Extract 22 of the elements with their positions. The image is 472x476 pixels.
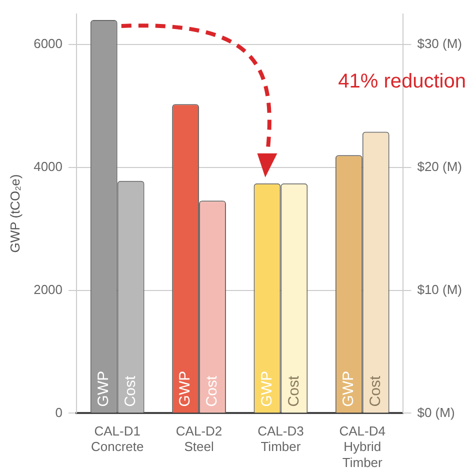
series-label: GWP xyxy=(95,370,112,407)
y-tick-label: 2000 xyxy=(34,282,63,297)
text: Cost xyxy=(366,376,384,407)
text: GWP xyxy=(340,370,358,407)
y2-tick-label: $0 (M) xyxy=(417,404,455,420)
y2-tick-label: $10 (M) xyxy=(417,282,462,297)
x-tick-label: CAL-D2 Steel xyxy=(176,424,222,454)
y2-tick-label: $20 (M) xyxy=(417,158,462,174)
text: Cost xyxy=(122,376,139,407)
y-tick-label: 4000 xyxy=(34,158,63,174)
x-tick-label: CAL-D3 Timber xyxy=(258,424,304,454)
text: GWP xyxy=(176,370,194,407)
x-tick-label: CAL-D1 Concrete xyxy=(90,424,144,454)
y-tick-label: 6000 xyxy=(34,36,63,52)
y-tick-label: 0 xyxy=(55,404,63,420)
annotation: 41% reduction xyxy=(338,70,466,93)
y2-tick-label: $30 (M) xyxy=(417,36,462,52)
text: GWP xyxy=(258,370,276,407)
x-tick-label: CAL-D4 Hybrid Timber xyxy=(339,424,386,470)
series-label: Cost xyxy=(204,375,221,407)
text: Cost xyxy=(285,376,302,407)
y-axis-title: GWP (tCO₂e) xyxy=(7,174,22,253)
